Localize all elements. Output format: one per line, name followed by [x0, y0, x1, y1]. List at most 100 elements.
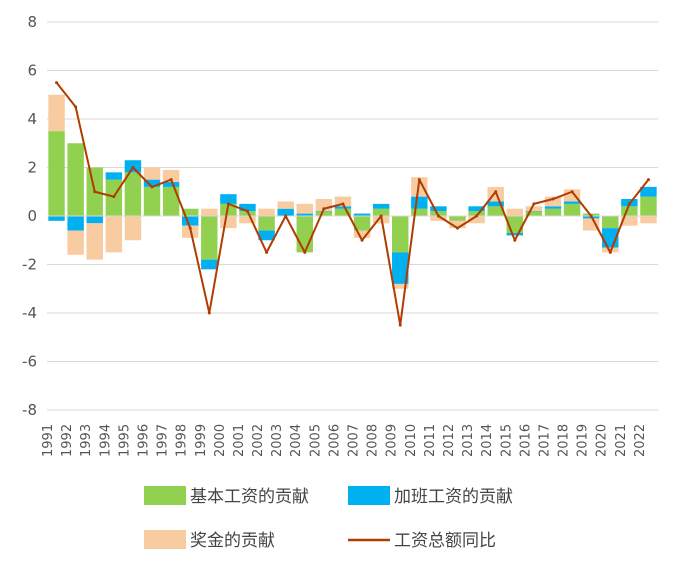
- x-tick-label: 2002: [251, 424, 266, 457]
- overtime-bar: [315, 211, 333, 212]
- total-point: [475, 214, 479, 218]
- bonus-bar: [258, 208, 275, 216]
- total-point: [55, 81, 59, 85]
- bars: [48, 94, 657, 289]
- base-bar: [181, 208, 199, 216]
- x-tick-label: 1998: [175, 424, 190, 457]
- bonus-bar: [48, 94, 65, 132]
- total-point: [341, 202, 345, 206]
- total-point: [646, 178, 650, 182]
- overtime-bar: [525, 211, 543, 212]
- x-tick-label: 2010: [404, 424, 419, 457]
- x-tick-label: 2017: [537, 424, 552, 457]
- bonus-bar: [277, 201, 294, 209]
- bonus-bar: [468, 216, 485, 224]
- base-bar: [143, 186, 161, 216]
- legend-label-total: 工资总额同比: [394, 531, 496, 551]
- total-point: [322, 207, 326, 211]
- base-bar: [544, 208, 562, 216]
- overtime-bar: [544, 206, 562, 209]
- overtime-bar: [86, 216, 103, 224]
- bonus-bar: [582, 218, 600, 231]
- y-tick-label: 4: [27, 110, 37, 128]
- y-tick-label: -4: [22, 304, 37, 322]
- base-bar: [353, 216, 371, 231]
- total-point: [551, 197, 555, 201]
- base-bar: [372, 208, 390, 216]
- overtime-bar: [258, 230, 275, 241]
- base-bar: [392, 216, 409, 253]
- total-point: [169, 178, 173, 182]
- total-point: [436, 214, 440, 218]
- overtime-bar: [563, 201, 581, 204]
- x-tick-label: 2007: [347, 424, 362, 457]
- overtime-bar: [220, 194, 237, 204]
- total-point: [456, 226, 460, 230]
- y-tick-label: -2: [22, 256, 37, 274]
- overtime-bar: [296, 213, 313, 216]
- x-tick-label: 2013: [461, 424, 476, 457]
- x-tick-label: 1992: [60, 424, 75, 457]
- x-tick-label: 1993: [79, 424, 94, 457]
- legend-swatch-base: [144, 486, 186, 505]
- base-bar: [621, 206, 638, 216]
- legend-label-base: 基本工资的贡献: [190, 487, 309, 507]
- base-bar: [162, 186, 180, 216]
- x-tick-label: 2018: [557, 424, 572, 457]
- base-bar: [124, 172, 142, 216]
- x-tick-label: 2014: [480, 424, 495, 457]
- x-tick-label: 1994: [98, 424, 113, 457]
- legend: 基本工资的贡献 加班工资的贡献 奖金的贡献 工资总额同比: [144, 486, 513, 551]
- x-axis-ticks: 1991 1992 1993 1994 1995 1996 1997 1998 1999 2000…: [41, 424, 648, 457]
- base-bar: [468, 211, 485, 216]
- total-point: [112, 195, 116, 199]
- total-point: [265, 250, 269, 254]
- bonus-bar: [621, 216, 638, 226]
- legend-swatch-overtime: [348, 486, 390, 505]
- base-bar: [239, 211, 256, 216]
- x-tick-label: 2000: [213, 424, 228, 457]
- x-tick-label: 2009: [385, 424, 400, 457]
- x-tick-label: 1996: [136, 424, 151, 457]
- base-bar: [430, 211, 447, 216]
- overtime-bar: [468, 206, 485, 212]
- total-point: [207, 311, 211, 315]
- total-point: [589, 214, 593, 218]
- overtime-bar: [162, 182, 180, 187]
- base-bar: [563, 203, 581, 216]
- y-tick-label: 8: [27, 13, 37, 31]
- x-tick-label: 2006: [327, 424, 342, 457]
- x-tick-label: 1999: [194, 424, 209, 457]
- bonus-bar: [525, 206, 543, 212]
- overtime-bar: [506, 232, 524, 236]
- base-bar: [449, 216, 466, 221]
- overtime-bar: [181, 216, 199, 226]
- x-tick-label: 2020: [595, 424, 610, 457]
- bonus-bar: [86, 223, 103, 260]
- legend-swatch-bonus: [144, 530, 186, 549]
- total-point: [513, 238, 517, 242]
- total-point: [150, 185, 154, 189]
- overtime-bar: [430, 206, 447, 212]
- base-bar: [411, 208, 428, 216]
- bonus-bar: [67, 230, 84, 255]
- x-tick-label: 2021: [614, 424, 629, 457]
- bonus-bar: [353, 230, 371, 238]
- total-point: [93, 190, 97, 194]
- bonus-bar: [105, 216, 123, 253]
- overtime-bar: [239, 203, 256, 212]
- x-tick-label: 2003: [270, 424, 285, 457]
- total-point: [226, 202, 230, 206]
- y-tick-label: 0: [27, 207, 37, 225]
- total-point: [188, 226, 192, 230]
- x-tick-label: 2001: [232, 424, 247, 457]
- total-point: [398, 323, 402, 327]
- bonus-bar: [162, 169, 180, 183]
- total-point: [131, 166, 135, 169]
- bonus-bar: [392, 283, 409, 289]
- x-tick-label: 2008: [366, 424, 381, 457]
- overtime-bar: [67, 216, 84, 231]
- bonus-bar: [449, 220, 466, 229]
- x-tick-label: 2022: [633, 424, 648, 457]
